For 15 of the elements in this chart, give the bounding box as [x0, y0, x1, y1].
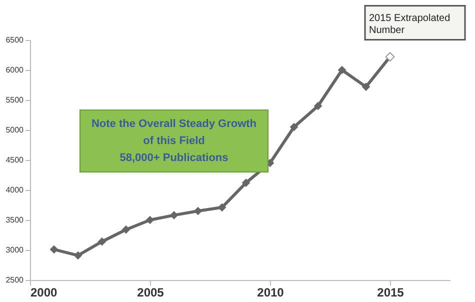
x-tick-label: 2005: [137, 286, 164, 300]
x-tick-label: 2000: [30, 286, 58, 300]
y-tick-label: 4500: [6, 156, 24, 164]
x-tick-label: 2015: [377, 286, 404, 300]
y-tick-label: 5500: [6, 96, 24, 104]
y-tick-label: 3500: [6, 216, 24, 224]
y-tick-label: 4000: [6, 186, 24, 194]
y-tick-label: 5000: [6, 126, 24, 134]
y-tick-label: 6000: [6, 66, 24, 74]
y-tick-label: 3000: [6, 246, 24, 254]
x-tick-label: 2010: [257, 286, 284, 300]
y-tick-label: 6500: [6, 36, 24, 44]
y-tick-label: 2500: [6, 276, 24, 284]
annotation: Note the Overall Steady Growth of this Field 58,000+ Publications: [91, 118, 257, 164]
annotation: 2015 Extrapolated Number: [369, 12, 450, 36]
